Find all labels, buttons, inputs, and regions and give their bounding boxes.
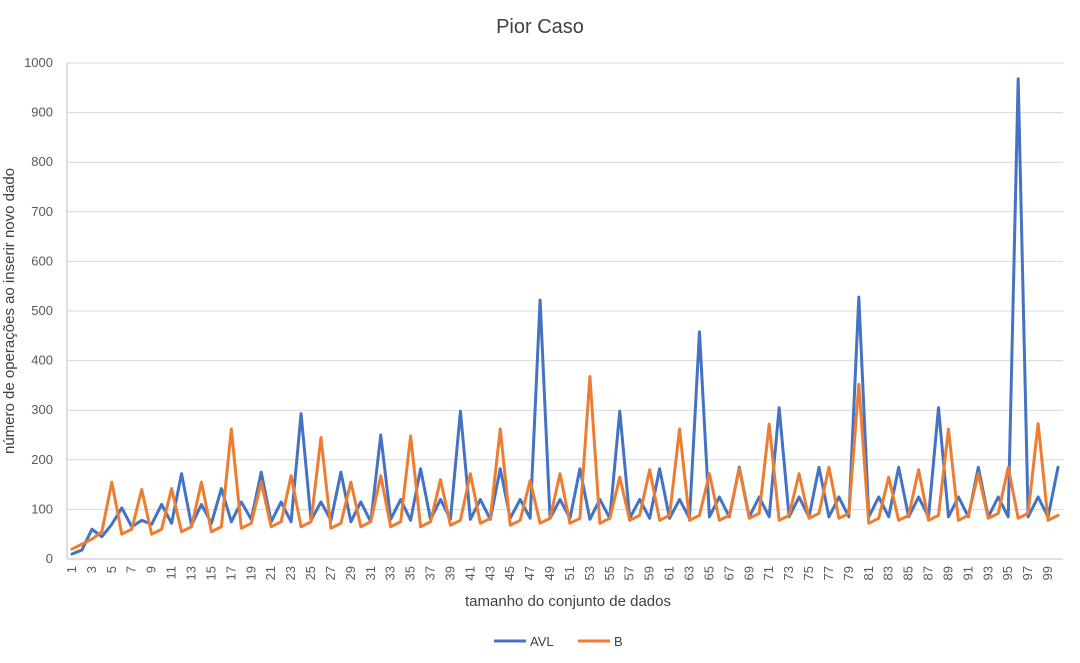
x-tick-label: 27 <box>323 566 338 580</box>
x-tick-label: 97 <box>1020 566 1035 580</box>
x-tick-label: 39 <box>442 566 457 580</box>
x-tick-label: 73 <box>781 566 796 580</box>
y-tick-label: 1000 <box>24 55 53 70</box>
x-tick-label: 5 <box>104 566 119 573</box>
x-tick-label: 7 <box>124 566 139 573</box>
x-tick-label: 41 <box>462 566 477 580</box>
y-tick-label: 100 <box>31 501 53 516</box>
x-tick-label: 11 <box>164 566 179 580</box>
x-tick-label: 17 <box>223 566 238 580</box>
y-tick-label: 900 <box>31 105 53 120</box>
x-tick-label: 69 <box>741 566 756 580</box>
y-tick-label: 600 <box>31 253 53 268</box>
y-axis-title: número de operações ao inserir novo dado <box>1 168 18 454</box>
x-tick-label: 29 <box>343 566 358 580</box>
x-tick-label: 1 <box>64 566 79 573</box>
y-tick-label: 700 <box>31 204 53 219</box>
series-layer <box>70 77 1060 556</box>
x-tick-label: 13 <box>184 566 199 580</box>
x-tick-label: 37 <box>423 566 438 580</box>
x-tick-label: 71 <box>761 566 776 580</box>
x-tick-label: 99 <box>1040 566 1055 580</box>
x-tick-label: 63 <box>682 566 697 580</box>
y-tick-label: 500 <box>31 303 53 318</box>
x-tick-label: 83 <box>881 566 896 580</box>
y-tick-label: 400 <box>31 353 53 368</box>
y-axis-ticks: 0 100 200 300 400 500 600 700 800 900 1000 <box>24 55 53 566</box>
chart-title: Pior Caso <box>496 16 584 38</box>
x-tick-label: 79 <box>841 566 856 580</box>
x-tick-label: 9 <box>144 566 159 573</box>
x-tick-label: 53 <box>582 566 597 580</box>
x-tick-label: 93 <box>980 566 995 580</box>
x-axis-ticks: 1 3 5 7 9 11 13 15 17 19 21 23 25 27 29 31 33 35 37 39 41 43 4… <box>64 566 1055 580</box>
x-tick-label: 81 <box>861 566 876 580</box>
x-tick-label: 21 <box>263 566 278 580</box>
x-tick-label: 55 <box>602 566 617 580</box>
x-tick-label: 89 <box>940 566 955 580</box>
series-line-b <box>70 374 1060 551</box>
y-tick-label: 0 <box>46 551 53 566</box>
x-tick-label: 65 <box>701 566 716 580</box>
x-tick-label: 61 <box>662 566 677 580</box>
x-tick-label: 3 <box>84 566 99 573</box>
grid-layer <box>66 62 1063 560</box>
legend-label-b: B <box>614 634 623 649</box>
x-tick-label: 77 <box>821 566 836 580</box>
y-tick-label: 200 <box>31 452 53 467</box>
x-tick-label: 35 <box>403 566 418 580</box>
x-tick-label: 49 <box>542 566 557 580</box>
x-tick-label: 23 <box>283 566 298 580</box>
x-tick-label: 33 <box>383 566 398 580</box>
x-tick-label: 51 <box>562 566 577 580</box>
x-tick-label: 75 <box>801 566 816 580</box>
y-tick-label: 300 <box>31 402 53 417</box>
x-tick-label: 15 <box>203 566 218 580</box>
series-line-avl <box>70 77 1060 556</box>
x-tick-label: 87 <box>921 566 936 580</box>
legend: AVL B <box>494 634 623 649</box>
x-tick-label: 91 <box>960 566 975 580</box>
x-tick-label: 19 <box>243 566 258 580</box>
legend-label-avl: AVL <box>530 634 554 649</box>
x-tick-label: 25 <box>303 566 318 580</box>
x-tick-label: 95 <box>1000 566 1015 580</box>
x-tick-label: 31 <box>363 566 378 580</box>
x-tick-label: 47 <box>522 566 537 580</box>
x-tick-label: 67 <box>721 566 736 580</box>
y-tick-label: 800 <box>31 154 53 169</box>
x-tick-label: 85 <box>901 566 916 580</box>
x-tick-label: 43 <box>482 566 497 580</box>
x-tick-label: 57 <box>622 566 637 580</box>
x-tick-label: 59 <box>642 566 657 580</box>
x-tick-label: 45 <box>502 566 517 580</box>
x-axis-title: tamanho do conjunto de dados <box>465 593 671 610</box>
